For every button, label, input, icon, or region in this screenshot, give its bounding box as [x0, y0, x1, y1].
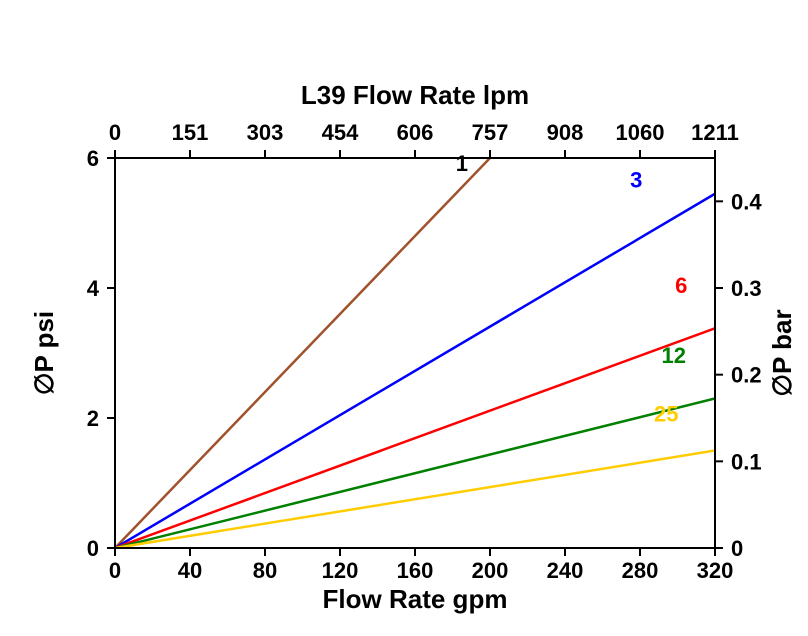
y-right-tick-label: 0.2: [731, 363, 762, 388]
y-left-tick-label: 6: [87, 146, 99, 171]
x-bottom-tick-label: 40: [178, 558, 202, 583]
x-top-tick-label: 303: [247, 120, 284, 145]
x-bottom-tick-label: 280: [622, 558, 659, 583]
x-top-tick-label: 757: [472, 120, 509, 145]
x-top-tick-label: 0: [109, 120, 121, 145]
series-label-6: 6: [675, 273, 687, 298]
x-top-tick-label: 1060: [616, 120, 665, 145]
x-bottom-tick-label: 120: [322, 558, 359, 583]
x-top-tick-label: 1211: [691, 120, 739, 145]
y-right-tick-label: 0.3: [731, 276, 762, 301]
x-bottom-tick-label: 160: [397, 558, 434, 583]
y-left-tick-label: 2: [87, 406, 99, 431]
x-bottom-tick-label: 0: [109, 558, 121, 583]
x-top-tick-label: 151: [172, 120, 209, 145]
y-right-tick-label: 0.4: [731, 189, 762, 214]
y-right-tick-label: 0: [731, 536, 743, 561]
x-top-tick-label: 454: [322, 120, 359, 145]
y-right-tick-label: 0.1: [731, 449, 762, 474]
flow-rate-chart: 0408012016020024028032001513034546067579…: [0, 0, 808, 636]
series-label-3: 3: [630, 167, 642, 192]
x-bottom-tick-label: 320: [697, 558, 734, 583]
chart-container: 0408012016020024028032001513034546067579…: [0, 0, 808, 636]
x-bottom-tick-label: 200: [472, 558, 509, 583]
series-label-12: 12: [662, 343, 686, 368]
y-right-axis-title: ∅P bar: [767, 309, 797, 396]
x-bottom-tick-label: 240: [547, 558, 584, 583]
y-left-axis-title: ∅P psi: [29, 311, 59, 395]
series-label-25: 25: [654, 401, 678, 426]
y-left-tick-label: 0: [87, 536, 99, 561]
x-top-tick-label: 606: [397, 120, 434, 145]
x-top-tick-label: 908: [547, 120, 584, 145]
series-label-1: 1: [456, 151, 468, 176]
y-left-tick-label: 4: [87, 276, 100, 301]
x-bottom-axis-title: Flow Rate gpm: [323, 584, 508, 614]
x-bottom-tick-label: 80: [253, 558, 277, 583]
chart-title: L39 Flow Rate lpm: [301, 80, 529, 110]
